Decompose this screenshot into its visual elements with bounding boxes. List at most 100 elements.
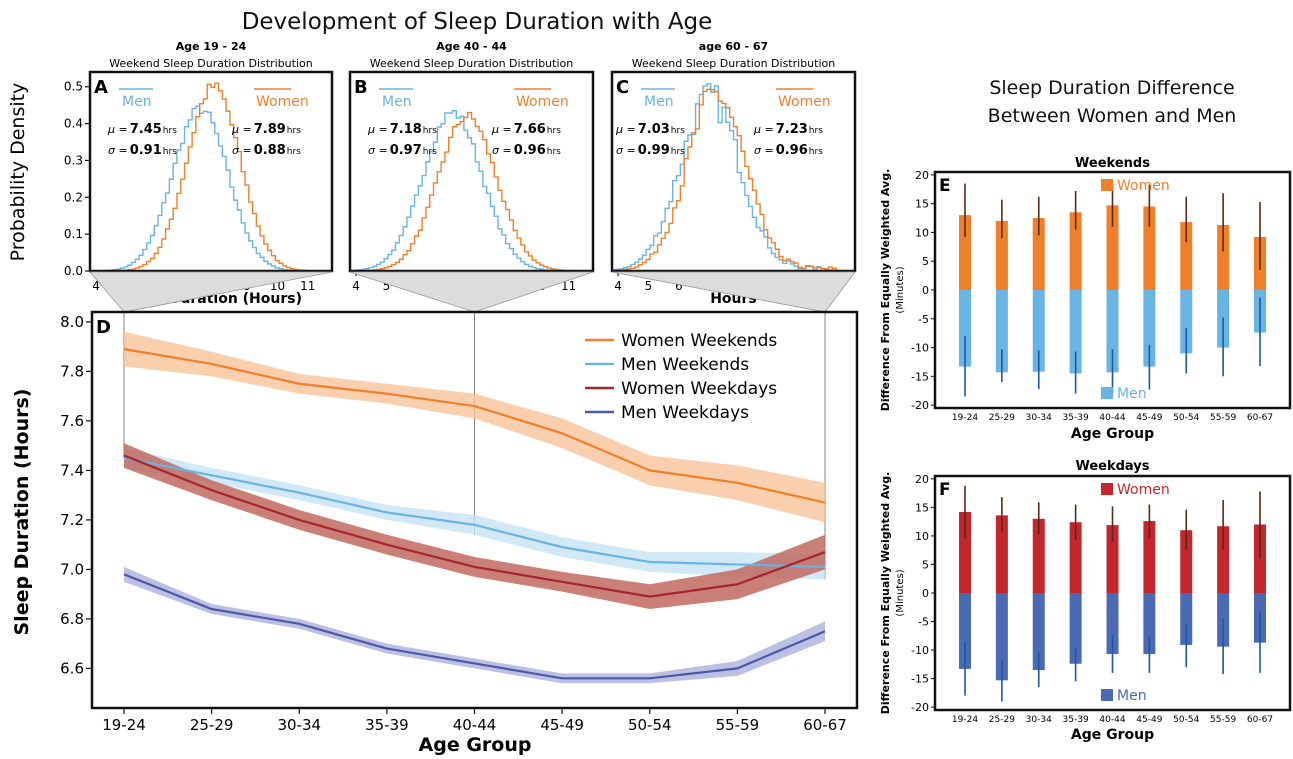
bar-women — [995, 515, 1008, 593]
histogram-subtitle: Weekend Sleep Duration Distribution — [370, 57, 573, 70]
y-tick-label: 0.3 — [64, 153, 83, 167]
bar-men — [1106, 593, 1119, 655]
legend-men-label: Men — [122, 94, 152, 110]
x-tick-label: 19-24 — [952, 413, 978, 423]
bar-women — [1032, 518, 1045, 593]
line-women-weekends — [123, 348, 826, 504]
y-tick-label: 10 — [915, 226, 929, 239]
legend-label: Women Weekends — [621, 331, 777, 351]
panel-letter: F — [939, 480, 951, 500]
bar-women — [1069, 522, 1082, 593]
panel-letter: D — [96, 317, 111, 338]
stat-mu: μ = 7.45hrs — [107, 122, 177, 137]
histogram-subtitle: Weekend Sleep Duration Distribution — [632, 57, 835, 70]
x-tick-label: 60-67 — [1247, 715, 1273, 725]
y-tick-label: -5 — [918, 616, 929, 629]
line-women-weekdays — [123, 454, 826, 598]
bar-chart-title: Weekdays — [1075, 459, 1149, 474]
band-men-weekdays — [124, 566, 825, 684]
x-tick-label: 60-67 — [803, 716, 847, 734]
y-tick-label: -20 — [911, 701, 929, 714]
legend-men-label: Men — [644, 94, 674, 110]
x-tick-label: 40-44 — [1099, 715, 1125, 725]
x-tick-label: 35-39 — [365, 716, 409, 734]
histogram-frame — [348, 70, 595, 273]
y-tick-label: -5 — [918, 313, 929, 326]
bar-men — [1032, 593, 1045, 671]
histogram-title: Age 19 - 24 — [176, 40, 247, 53]
legend-label: Men Weekends — [621, 355, 749, 375]
weekend-bar-panel: Weekends E -20 -15 -10 -5 0 5 10 15 20 19-24 25-29 30… — [879, 156, 1292, 442]
bar-men — [995, 290, 1008, 373]
histogram-subtitle: Weekend Sleep Duration Distribution — [109, 57, 312, 70]
y-tick-label: -10 — [911, 342, 929, 355]
x-tick-label: 45-49 — [540, 716, 584, 734]
x-tick-label: 50-54 — [1173, 715, 1199, 725]
panel-letter: A — [94, 77, 108, 98]
histogram-women-bars — [89, 82, 333, 272]
x-tick-label: 19-24 — [102, 716, 146, 734]
legend-women-label: Women — [256, 94, 309, 110]
histogram-women-bars — [611, 88, 856, 272]
line-men-weekends — [123, 456, 826, 569]
stat-sigma: σ = 0.88hrs — [232, 143, 301, 158]
panel-letter: B — [354, 77, 368, 98]
x-tick-label: 35-39 — [1063, 413, 1089, 423]
y-tick-label: 15 — [915, 501, 929, 514]
histogram-title: age 60 - 67 — [699, 40, 768, 53]
legend-women-label: Women — [778, 94, 831, 110]
x-tick-label: 45-49 — [1136, 715, 1162, 725]
y-axis-title: Difference From Equally Weighted Avg. — [879, 472, 892, 715]
bar-men — [1032, 290, 1045, 372]
bar-men — [959, 593, 971, 669]
y-tick-label: 7.6 — [60, 412, 84, 430]
bar-men — [959, 290, 971, 367]
x-axis-title: Age Group — [1071, 727, 1154, 743]
zoom-wedge — [611, 271, 856, 313]
x-tick-label: 4 — [92, 279, 100, 293]
histogram-frame — [610, 70, 857, 273]
histogram-panel-b: Age 40 - 44 Weekend Sleep Duration Distri… — [348, 40, 595, 307]
y-tick-label: 0.1 — [64, 227, 83, 241]
bar-women — [1180, 222, 1193, 290]
stat-sigma: σ = 0.96hrs — [754, 143, 823, 158]
y-tick-label: 6.8 — [60, 610, 84, 628]
y-tick-label: 7.4 — [60, 461, 84, 479]
legend-men-label: Men — [382, 94, 412, 110]
right-title-line-2: Between Women and Men — [988, 105, 1237, 127]
histogram-title: Age 40 - 44 — [436, 40, 507, 53]
zoom-connectors — [89, 271, 856, 313]
x-tick-label: 25-29 — [989, 413, 1015, 423]
bar-women — [995, 220, 1008, 290]
y-tick-label: 0.5 — [64, 80, 83, 94]
x-tick-label: 4 — [352, 279, 360, 293]
legend-label: Women Weekdays — [621, 379, 777, 399]
y-tick-label: 7.8 — [60, 362, 84, 380]
x-tick-label: 35-39 — [1063, 715, 1089, 725]
legend-women-label: Women — [1117, 482, 1170, 498]
x-tick-label: 6 — [675, 279, 683, 293]
stat-sigma: σ = 0.97hrs — [368, 143, 437, 158]
x-tick-label: 55-59 — [1210, 715, 1236, 725]
bar-men — [1180, 593, 1193, 645]
x-axis-title: Age Group — [419, 734, 532, 756]
zoom-wedge — [349, 271, 594, 313]
legend-men-swatch — [1101, 689, 1113, 701]
bar-women — [959, 215, 971, 290]
bar-women — [1143, 206, 1156, 290]
bar-men — [1143, 593, 1156, 655]
histogram-panel-a: Age 19 - 24 Weekend Sleep Duration Distri… — [7, 40, 334, 307]
zoom-wedge — [89, 271, 333, 313]
legend-women-label: Women — [516, 94, 569, 110]
bar-women — [959, 511, 971, 593]
y-axis-title: Difference From Equally Weighted Avg. — [879, 169, 892, 412]
bar-men — [1069, 593, 1082, 664]
x-tick-label: 55-59 — [1210, 413, 1236, 423]
x-axis-title: Age Group — [1071, 426, 1154, 442]
x-tick-label: 5 — [383, 279, 391, 293]
bar-men — [1143, 290, 1156, 367]
stat-mu: μ = 7.18hrs — [367, 122, 437, 137]
x-tick-label: 60-67 — [1247, 413, 1273, 423]
stat-mu: μ = 7.23hrs — [753, 122, 823, 137]
y-tick-label: 5 — [922, 255, 929, 268]
